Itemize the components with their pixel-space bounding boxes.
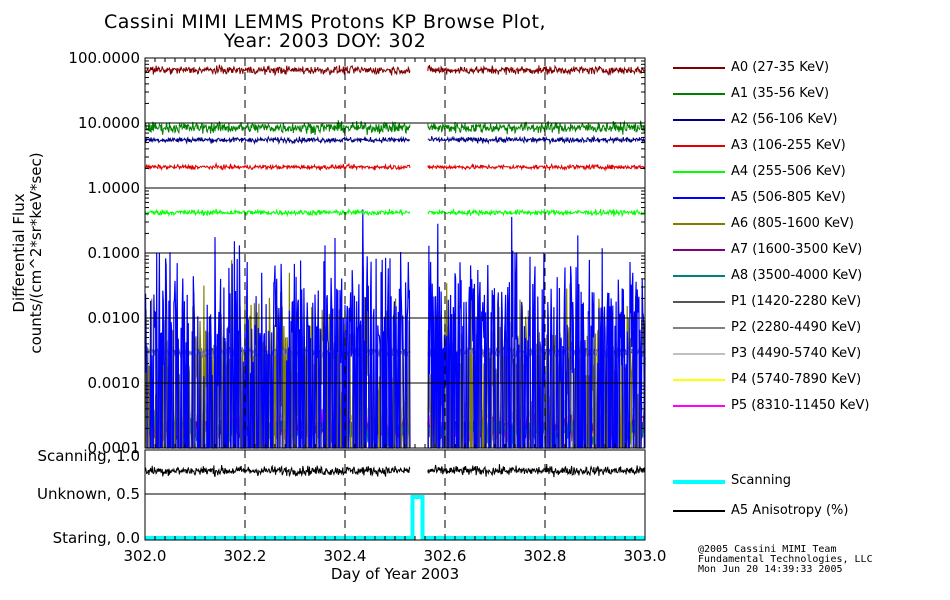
legend-swatch <box>673 275 725 277</box>
legend-label: P1 (1420-2280 KeV) <box>731 294 862 309</box>
y-tick-label: 0.0100 <box>88 309 141 327</box>
legend-swatch <box>673 301 725 303</box>
legend-entry: A7 (1600-3500 KeV) <box>673 242 943 262</box>
legend-entry: P3 (4490-5740 KeV) <box>673 346 943 366</box>
anisotropy-line <box>144 463 646 478</box>
legend-swatch <box>673 171 725 173</box>
legend-entry: P1 (1420-2280 KeV) <box>673 294 943 314</box>
legend-entry: P2 (2280-4490 KeV) <box>673 320 943 340</box>
credit-line: Mon Jun 20 14:39:33 2005 <box>698 564 843 575</box>
y-tick-label: 1.0000 <box>88 179 141 197</box>
legend-label: A6 (805-1600 KeV) <box>731 216 854 231</box>
legend-label: A5 (506-805 KeV) <box>731 190 846 205</box>
x-tick-label: 302.2 <box>224 547 267 565</box>
legend-label: Scanning <box>731 473 791 488</box>
mode-tick-label: Staring, 0.0 <box>53 529 140 547</box>
scanning-line <box>145 495 645 540</box>
legend-swatch <box>673 405 725 407</box>
mode-tick-label: Unknown, 0.5 <box>37 485 140 503</box>
legend-label: A3 (106-255 KeV) <box>731 138 846 153</box>
legend-entry: A0 (27-35 KeV) <box>673 60 943 80</box>
series-line <box>144 209 646 449</box>
series-line <box>144 162 646 172</box>
credits: @2005 Cassini MIMI Team Fundamental Tech… <box>698 545 873 575</box>
legend-swatch <box>673 379 725 381</box>
y-axis-label: counts/(cm^2*sr*keV*sec) <box>27 152 45 353</box>
y-axis-label: Differential Flux <box>10 193 28 312</box>
legend-entry: A3 (106-255 KeV) <box>673 138 943 158</box>
legend-label: A2 (56-106 KeV) <box>731 112 838 127</box>
legend-label: A0 (27-35 KeV) <box>731 60 830 75</box>
legend-entry: A5 Anisotropy (%) <box>673 503 943 523</box>
chart-title-line2: Year: 2003 DOY: 302 <box>223 30 427 52</box>
x-tick-label: 302.6 <box>424 547 467 565</box>
x-tick-label: 302.4 <box>324 547 367 565</box>
series-line <box>144 207 646 218</box>
y-tick-label: 10.0000 <box>78 114 140 132</box>
legend-entry: A6 (805-1600 KeV) <box>673 216 943 236</box>
credit-line: Fundamental Technologies, LLC <box>698 554 873 565</box>
legend-entry: P5 (8310-11450 KeV) <box>673 398 943 418</box>
legend-entry: A2 (56-106 KeV) <box>673 112 943 132</box>
legend-label: A4 (255-506 KeV) <box>731 164 846 179</box>
series-line <box>144 134 646 146</box>
mode-tick-label: Scanning, 1.0 <box>37 447 140 465</box>
legend-swatch <box>673 510 725 512</box>
legend-label: A8 (3500-4000 KeV) <box>731 268 863 283</box>
legend-swatch <box>673 249 725 251</box>
legend-entry: A1 (35-56 KeV) <box>673 86 943 106</box>
axes: 100.0000 10.0000 1.0000 0.1000 0.0100 0.0010 0… <box>10 49 666 583</box>
mode-panel <box>144 463 646 540</box>
legend-label: P3 (4490-5740 KeV) <box>731 346 862 361</box>
y-tick-label: 0.0010 <box>88 374 141 392</box>
x-tick-label: 302.0 <box>124 547 167 565</box>
legend-label: A7 (1600-3500 KeV) <box>731 242 863 257</box>
series-line <box>144 64 646 77</box>
x-tick-label: 302.8 <box>524 547 567 565</box>
chart-title-line1: Cassini MIMI LEMMS Protons KP Browse Plo… <box>103 11 547 33</box>
x-tick-label: 303.0 <box>624 547 667 565</box>
legend-entry: A5 (506-805 KeV) <box>673 190 943 210</box>
x-axis-label: Day of Year 2003 <box>331 565 459 583</box>
legend-label: P5 (8310-11450 KeV) <box>731 398 870 413</box>
legend-swatch <box>673 145 725 147</box>
y-tick-label: 100.0000 <box>68 49 140 67</box>
y-tick-label: 0.0001 <box>88 439 141 457</box>
legend-swatch <box>673 353 725 355</box>
series-line <box>144 119 646 135</box>
legend-swatch <box>673 223 725 225</box>
legend-entry: A4 (255-506 KeV) <box>673 164 943 184</box>
y-tick-label: 0.1000 <box>88 244 141 262</box>
legend-swatch <box>673 119 725 121</box>
legend-swatch <box>673 327 725 329</box>
legend-label: P4 (5740-7890 KeV) <box>731 372 862 387</box>
legend-entry: Scanning <box>673 473 943 493</box>
legend-entry: P4 (5740-7890 KeV) <box>673 372 943 392</box>
flux-panel <box>144 64 646 449</box>
legend-swatch <box>673 480 725 484</box>
legend-label: P2 (2280-4490 KeV) <box>731 320 862 335</box>
legend-swatch <box>673 197 725 199</box>
mode-frame <box>144 449 646 541</box>
legend-entry: A8 (3500-4000 KeV) <box>673 268 943 288</box>
legend-swatch <box>673 67 725 69</box>
legend-swatch <box>673 93 725 95</box>
credit-line: @2005 Cassini MIMI Team <box>698 544 837 555</box>
legend-label: A1 (35-56 KeV) <box>731 86 830 101</box>
legend-label: A5 Anisotropy (%) <box>731 503 849 518</box>
